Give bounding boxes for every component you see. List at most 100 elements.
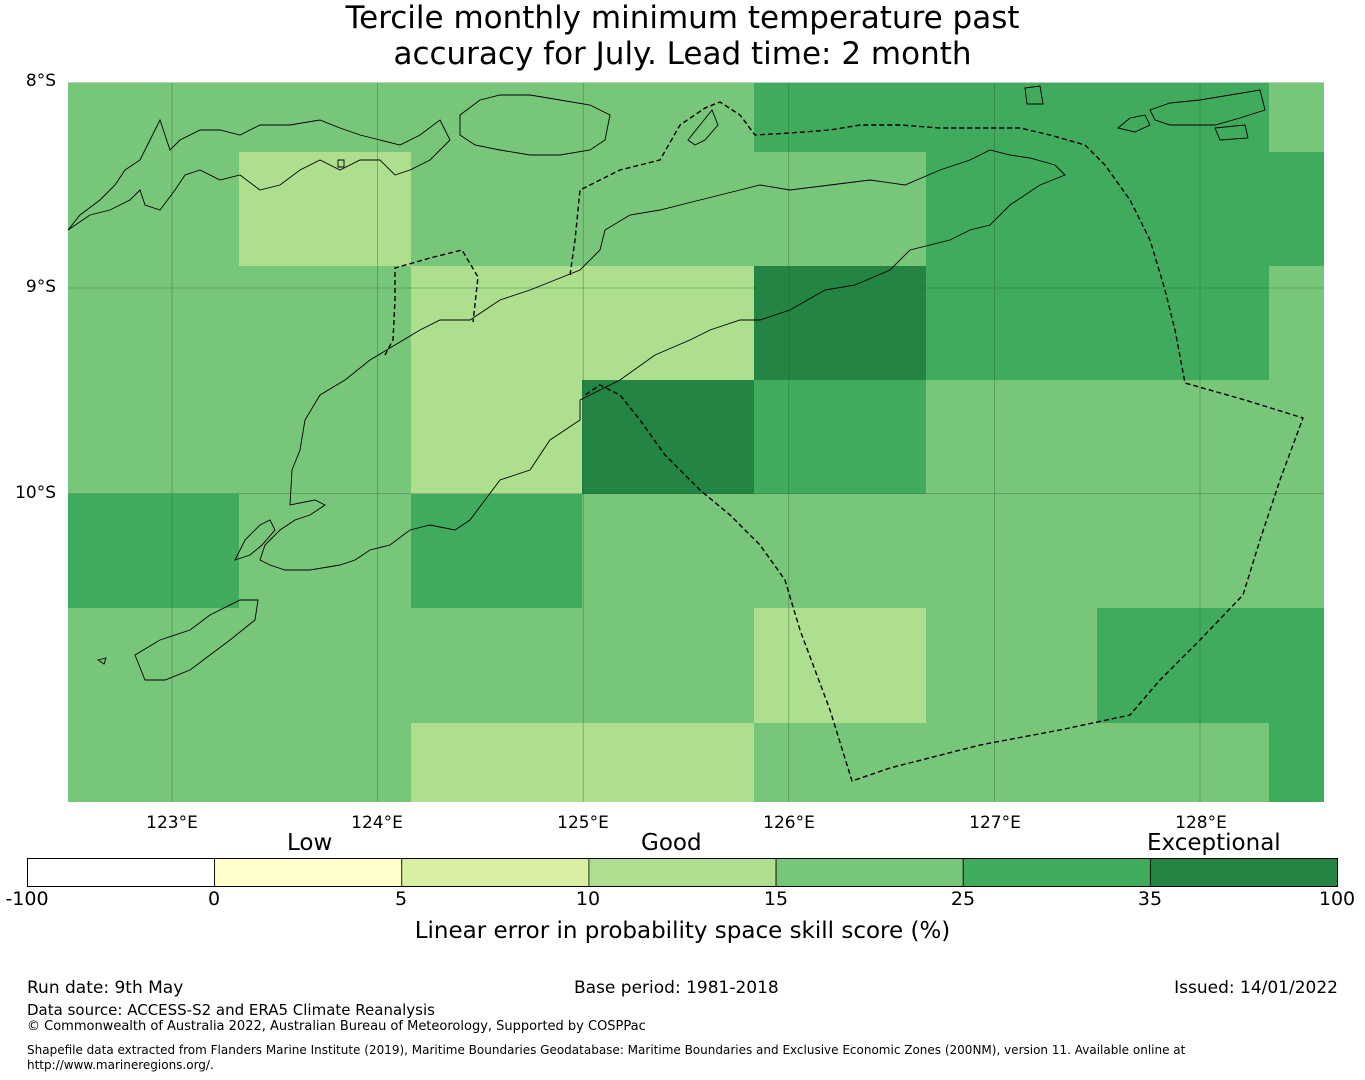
map-grid-cell: [1097, 380, 1269, 494]
map-grid-cell: [582, 723, 754, 802]
timor-coastline: [259, 149, 1066, 571]
map-grid-cell: [1097, 608, 1269, 723]
alor-coastline: [459, 94, 611, 156]
colorbar-tick-label: 35: [1137, 888, 1163, 910]
graticule: [68, 82, 1324, 802]
colorbar-tick-label: -100: [5, 888, 49, 910]
lon-label-125e: 125°E: [557, 813, 609, 833]
lat-label-10s: 10°S: [15, 483, 56, 503]
map-grid-cell: [582, 266, 754, 380]
map-grid-cell: [926, 608, 1097, 723]
shapefile-credit: Shapefile data extracted from Flanders M…: [27, 1043, 1186, 1072]
map-grid-cell: [411, 83, 582, 152]
roti-coastline: [234, 519, 276, 561]
map-grid-cell: [239, 608, 411, 723]
map-grid-cell: [68, 266, 239, 380]
colorbar-tick-label: 100: [1318, 888, 1356, 910]
map-grid-cell: [754, 494, 926, 608]
colorbar-bin: [1149, 858, 1338, 887]
chart-title: Tercile monthly minimum temperature past…: [0, 0, 1365, 72]
map-grid-cell: [1269, 380, 1324, 494]
map-grid-cell: [1097, 723, 1269, 802]
small-island-5: [96, 657, 107, 665]
small-island-2: [1117, 114, 1151, 133]
colorbar-bin: [27, 858, 216, 887]
map-grid-cell: [926, 494, 1097, 608]
map-grid-cell: [1269, 494, 1324, 608]
grid-cells: [68, 83, 1324, 802]
small-island-6: [337, 159, 345, 168]
colorbar-tick-label: 15: [763, 888, 789, 910]
map-grid-cell: [239, 380, 411, 494]
colorbar: [27, 858, 1338, 887]
run-date: Run date: 9th May: [27, 978, 184, 998]
map-grid-cell: [239, 494, 411, 608]
map-grid-cell: [926, 83, 1097, 152]
map-grid-cell: [754, 608, 926, 723]
lon-label-128e: 128°E: [1175, 813, 1227, 833]
colorbar-bin: [214, 858, 403, 887]
map-grid-cell: [68, 608, 239, 723]
wetar-coastline: [1149, 89, 1266, 126]
flores-coastline: [67, 118, 451, 231]
map-grid-cell: [239, 152, 411, 266]
map-grid-cell: [411, 152, 582, 266]
colorbar-axis-label: Linear error in probability space skill …: [414, 918, 951, 944]
colorbar-tick-label: 0: [207, 888, 221, 910]
colorbar-bin: [401, 858, 590, 887]
map-grid-cell: [68, 494, 239, 608]
map-grid-cell: [582, 152, 754, 266]
data-source: Data source: ACCESS-S2 and ERA5 Climate …: [27, 1001, 435, 1019]
map-grid-cell: [754, 152, 926, 266]
lat-label-8s: 8°S: [25, 71, 56, 91]
map-grid-cell: [411, 380, 582, 494]
map-grid-cell: [239, 723, 411, 802]
map-grid-cell: [754, 83, 926, 152]
lon-label-123e: 123°E: [146, 813, 198, 833]
map-grid-cell: [1269, 723, 1324, 802]
map-grid-cell: [411, 608, 582, 723]
map-grid-cell: [68, 723, 239, 802]
map-grid-cell: [926, 152, 1097, 266]
map-grid-cell: [582, 608, 754, 723]
lon-label-124e: 124°E: [351, 813, 403, 833]
map-grid-cell: [1097, 266, 1269, 380]
small-island-3: [687, 109, 719, 146]
map-grid-cell: [926, 266, 1097, 380]
map-grid-cell: [68, 152, 239, 266]
legend-category-exceptional: Exceptional: [1147, 830, 1281, 856]
eez-boundary-oecusse: [384, 249, 479, 356]
map-grid-cell: [1269, 83, 1324, 152]
eez-boundary-north: [569, 101, 1304, 782]
lon-label-126e: 126°E: [763, 813, 815, 833]
lat-label-9s: 9°S: [25, 277, 56, 297]
sawu-coastline: [134, 599, 259, 681]
map-grid-cell: [68, 380, 239, 494]
map-grid-cell: [582, 380, 754, 494]
map-grid-cell: [239, 266, 411, 380]
coastlines: [67, 85, 1266, 681]
colorbar-bin: [775, 858, 964, 887]
map-grid-cell: [68, 83, 239, 152]
map-grid-cell: [754, 266, 926, 380]
map-grid-cell: [754, 723, 926, 802]
map-grid-cell: [1097, 83, 1269, 152]
map-grid-cell: [1269, 608, 1324, 723]
map-grid-cell: [1097, 152, 1269, 266]
legend-category-good: Good: [641, 830, 702, 856]
map-grid-cell: [1097, 494, 1269, 608]
map-grid-cell: [926, 380, 1097, 494]
base-period: Base period: 1981-2018: [574, 978, 779, 998]
colorbar-tick-label: 5: [394, 888, 408, 910]
issued-date: Issued: 14/01/2022: [1174, 978, 1338, 998]
legend-category-low: Low: [287, 830, 333, 856]
colorbar-bin: [962, 858, 1151, 887]
map-grid-cell: [926, 723, 1097, 802]
title-line-1: Tercile monthly minimum temperature past: [345, 0, 1020, 36]
map-grid-cell: [582, 494, 754, 608]
colorbar-tick-label: 10: [575, 888, 601, 910]
maritime-boundaries: [384, 101, 1304, 782]
map-grid-cell: [582, 83, 754, 152]
small-island-1: [1024, 85, 1044, 105]
colorbar-tick-label: 25: [950, 888, 976, 910]
